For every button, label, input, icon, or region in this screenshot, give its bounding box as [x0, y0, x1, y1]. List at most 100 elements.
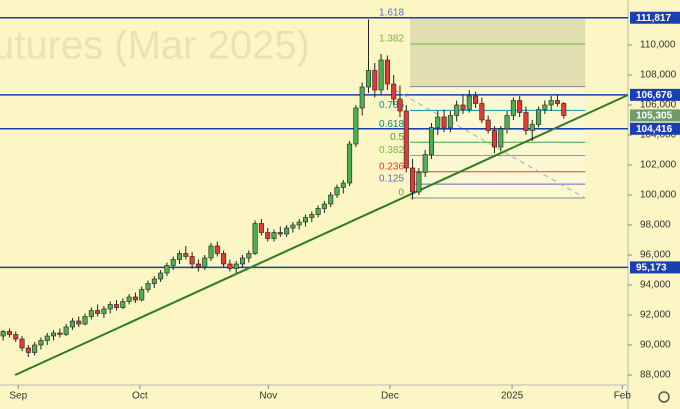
candle-body: [240, 257, 246, 265]
candle-body: [328, 194, 334, 205]
y-tick-label: 88,000: [640, 370, 671, 381]
candle-body: [403, 110, 409, 169]
candle-body: [435, 116, 441, 128]
candle-body: [504, 115, 510, 130]
candle-body: [302, 217, 309, 223]
candle-body: [422, 154, 428, 173]
candle-body: [233, 263, 239, 269]
settings-icon[interactable]: [658, 391, 670, 403]
y-tick-label: 110,000: [640, 40, 676, 51]
x-tick-label: 2025: [501, 391, 524, 402]
candle-body: [227, 263, 233, 269]
candle-body: [359, 86, 365, 109]
candle-body: [177, 253, 183, 260]
candle-body: [265, 232, 271, 239]
candle-body: [107, 304, 113, 310]
candle-body: [372, 70, 378, 91]
candle-body: [460, 104, 466, 110]
candle-body: [6, 331, 12, 335]
candle-body: [548, 100, 554, 106]
candle-body: [158, 272, 164, 280]
candle-body: [529, 124, 535, 131]
price-tag-label: 95,173: [636, 263, 667, 274]
candle-body: [561, 103, 567, 116]
candle-body: [353, 107, 359, 145]
candle-body: [517, 100, 523, 113]
candle-body: [340, 182, 346, 188]
candle-body: [126, 296, 132, 302]
candle-body: [25, 347, 31, 353]
candle-body: [315, 208, 321, 215]
price-tag: [630, 11, 680, 24]
y-tick-label: 104,000: [640, 130, 677, 141]
candle-body: [347, 143, 353, 184]
candle-body: [252, 223, 258, 254]
y-tick-label: 94,000: [640, 280, 671, 291]
candle-body: [132, 296, 138, 301]
y-tick-label: 92,000: [640, 310, 671, 321]
candle-body: [63, 326, 69, 335]
candle-body: [51, 332, 57, 337]
candle-body: [391, 83, 397, 100]
price-tag: [630, 109, 680, 122]
candle-body: [258, 223, 264, 233]
gear[interactable]: [658, 391, 670, 403]
candle-body: [44, 335, 50, 341]
candle-body: [441, 116, 447, 128]
candle-body: [485, 119, 491, 131]
candle-body: [101, 308, 107, 314]
candle-body: [145, 283, 151, 290]
fib-label: 1.618: [379, 7, 404, 18]
candle-body: [76, 320, 82, 325]
candle-body: [271, 232, 277, 239]
candle-body: [523, 112, 529, 131]
price-tag-label: 104,416: [636, 124, 673, 135]
fib-label: 0.382: [379, 145, 404, 156]
candle-body: [466, 95, 472, 110]
fib-upper-zone: [410, 17, 586, 87]
watermark: utures (Mar 2025): [0, 24, 310, 68]
candle-body: [334, 187, 340, 196]
x-tick-label: Nov: [259, 391, 277, 402]
candle-body: [32, 344, 38, 353]
candle-body: [151, 278, 157, 284]
price-tag: [630, 122, 680, 135]
candle-body: [170, 259, 176, 266]
price-tag: [630, 261, 680, 274]
y-tick-label: 96,000: [640, 250, 671, 261]
price-tag-label: 106,676: [636, 90, 673, 101]
candle-body: [95, 310, 101, 314]
candle-body: [69, 320, 75, 328]
candle-body: [202, 257, 208, 268]
x-tick-label: Sep: [9, 391, 27, 402]
candle-body: [473, 95, 479, 104]
candle-body: [208, 245, 214, 259]
candle-body: [309, 214, 315, 218]
candle-body: [13, 334, 19, 340]
price-tag-label: 105,305: [636, 111, 673, 122]
fib-label: 0.125: [379, 174, 404, 185]
fib-label: 0: [398, 188, 404, 199]
candle-body: [510, 100, 516, 116]
candle-body: [447, 115, 453, 128]
candle-body: [277, 232, 283, 235]
x-tick-label: Oct: [132, 391, 148, 402]
fib-label: 0.5: [390, 132, 404, 143]
candle-body: [397, 98, 403, 112]
candle-body: [88, 310, 94, 317]
candle-body: [139, 289, 145, 301]
candle-body: [410, 167, 416, 193]
y-tick-label: 102,000: [640, 160, 677, 171]
candle-body: [378, 59, 384, 91]
candle-body: [214, 245, 220, 254]
y-tick-label: 90,000: [640, 340, 671, 351]
candle-body: [428, 127, 434, 155]
candle-body: [0, 331, 6, 337]
candle-body: [554, 100, 560, 104]
candle-body: [284, 227, 290, 235]
fib-label: 0.618: [379, 119, 404, 130]
candle-body: [82, 316, 88, 325]
y-tick-label: 100,000: [640, 190, 677, 201]
